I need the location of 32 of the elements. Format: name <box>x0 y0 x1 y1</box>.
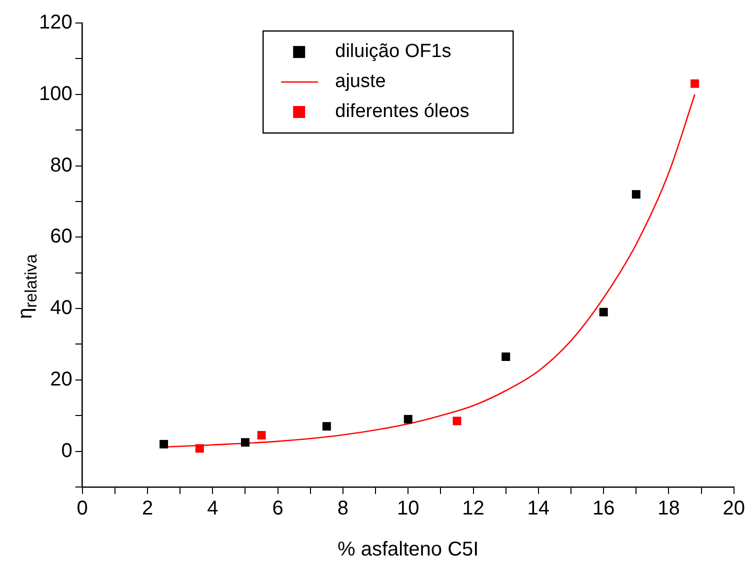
y-tick-label: 40 <box>50 297 72 320</box>
x-tick-label: 18 <box>658 498 680 520</box>
point <box>241 438 250 447</box>
point <box>690 79 700 88</box>
point <box>452 416 462 426</box>
x-axis-title: % asfalteno C5I <box>338 538 479 561</box>
y-tick-label: 60 <box>50 226 72 248</box>
x-tick-label: 8 <box>337 498 349 520</box>
y-tick-label: 100 <box>38 82 72 105</box>
x-tick-label: 2 <box>142 498 154 520</box>
point <box>502 352 510 361</box>
y-tick-label: 120 <box>38 12 72 34</box>
point <box>160 440 168 448</box>
point <box>632 190 640 199</box>
x-tick-label: 16 <box>592 498 615 520</box>
x-tick-label: 20 <box>722 498 745 520</box>
x-tick-label: 12 <box>462 498 484 520</box>
point <box>322 422 331 431</box>
x-tick-label: 14 <box>527 498 550 520</box>
point <box>404 414 412 424</box>
point <box>599 308 608 316</box>
legend-label: diferentes óleos <box>335 101 470 122</box>
y-tick-label: 20 <box>50 368 72 390</box>
legend-label: ajuste <box>335 71 386 92</box>
x-tick-label: 0 <box>76 498 88 520</box>
y-tick-label: 0 <box>61 440 72 462</box>
x-tick-label: 4 <box>207 498 218 520</box>
x-tick-label: 6 <box>272 498 284 520</box>
x-tick-label: 10 <box>397 498 420 520</box>
y-tick-label: 80 <box>50 154 72 176</box>
point <box>257 431 266 440</box>
legend-label: diluição OF1s <box>335 41 452 62</box>
